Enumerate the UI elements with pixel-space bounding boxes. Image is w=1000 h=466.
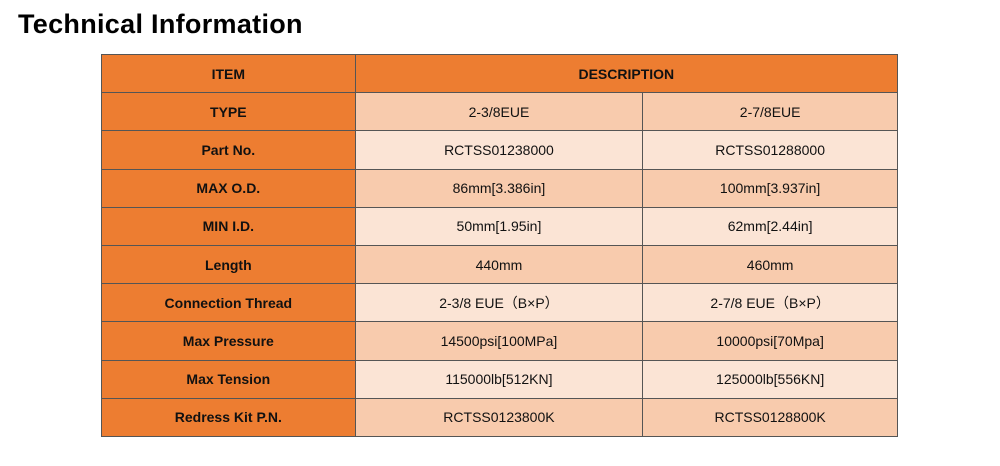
row-value: 62mm[2.44in] (642, 206, 898, 246)
header-item: ITEM (101, 53, 356, 94)
row-value: 86mm[3.386in] (354, 168, 644, 208)
header-description: DESCRIPTION (354, 53, 899, 94)
row-label: TYPE (101, 92, 356, 132)
table-row: Connection Thread 2-3/8 EUE（B×P） 2-7/8 EUE… (101, 283, 898, 323)
page-title: Technical Information (18, 9, 303, 39)
row-value: 460mm (642, 244, 898, 285)
table-row: Redress Kit P.N. RCTSS0123800K RCTSS012880… (101, 397, 898, 437)
row-label: Length (101, 244, 356, 285)
row-value: RCTSS0123800K (354, 397, 644, 437)
table-row: Part No. RCTSS01238000 RCTSS01288000 (101, 130, 898, 170)
row-value: RCTSS01288000 (642, 130, 898, 170)
technical-info-table: ITEM DESCRIPTION TYPE 2-3/8EUE 2-7/8EUE Par… (101, 53, 899, 437)
row-label: Part No. (101, 130, 356, 170)
row-label: Max Pressure (101, 321, 356, 361)
row-value: 10000psi[70Mpa] (642, 321, 898, 361)
row-value: 2-7/8EUE (642, 92, 898, 132)
row-value: 440mm (354, 244, 644, 285)
row-value: RCTSS0128800K (642, 397, 898, 437)
table-row: MIN I.D. 50mm[1.95in] 62mm[2.44in] (101, 206, 898, 246)
row-label: MAX O.D. (101, 168, 356, 208)
row-value: 2-7/8 EUE（B×P） (642, 283, 898, 323)
table-row: Length 440mm 460mm (101, 244, 898, 285)
row-value: RCTSS01238000 (354, 130, 644, 170)
row-value: 50mm[1.95in] (354, 206, 644, 246)
row-label: Connection Thread (101, 283, 356, 323)
row-value: 2-3/8 EUE（B×P） (354, 283, 644, 323)
table-row: TYPE 2-3/8EUE 2-7/8EUE (101, 92, 898, 132)
row-value: 100mm[3.937in] (642, 168, 898, 208)
table-row: Max Tension 115000lb[512KN] 125000lb[556KN… (101, 359, 898, 399)
row-label: MIN I.D. (101, 206, 356, 246)
row-value: 125000lb[556KN] (642, 359, 898, 399)
table-header-row: ITEM DESCRIPTION (101, 53, 899, 94)
table-row: MAX O.D. 86mm[3.386in] 100mm[3.937in] (101, 168, 898, 208)
table-row: Max Pressure 14500psi[100MPa] 10000psi[70M… (101, 321, 898, 361)
row-value: 115000lb[512KN] (354, 359, 644, 399)
row-value: 2-3/8EUE (354, 92, 644, 132)
row-label: Max Tension (101, 359, 356, 399)
row-label: Redress Kit P.N. (101, 397, 356, 437)
row-value: 14500psi[100MPa] (354, 321, 644, 361)
